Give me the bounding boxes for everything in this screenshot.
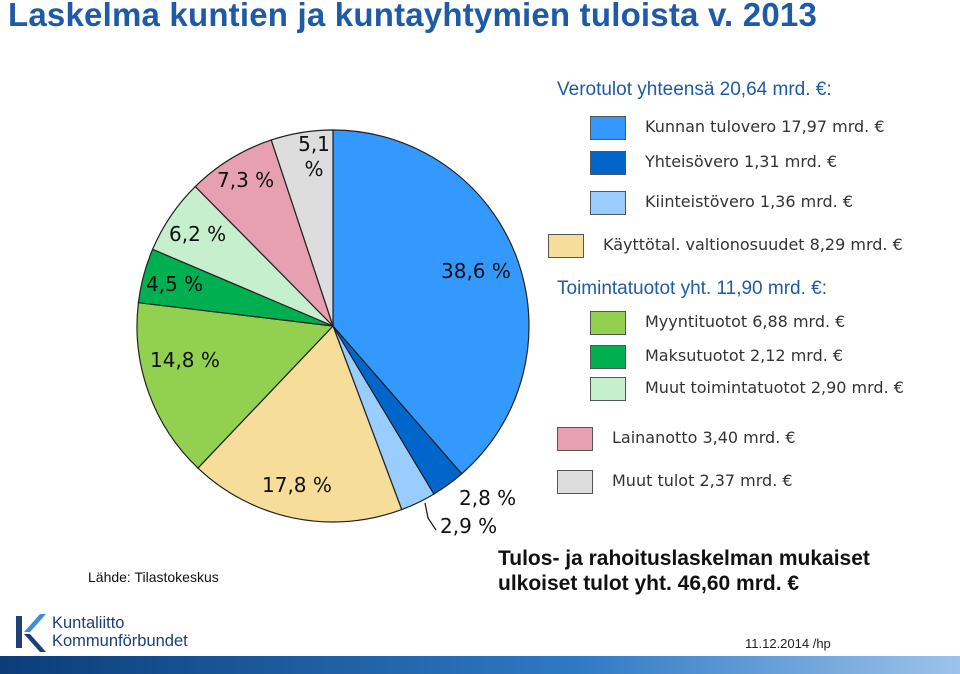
data-label-3: 17,8 % (262, 473, 332, 497)
data-label-8: 5,1% (298, 132, 330, 181)
source-note: Lähde: Tilastokeskus (88, 569, 219, 585)
footer-bar (0, 656, 960, 674)
pie-slice-3 (197, 324, 403, 523)
logo-line-2: Kommunförbundet (52, 632, 188, 650)
data-label-7: 7,3 % (217, 168, 274, 192)
data-label-6: 6,2 % (169, 222, 226, 246)
pie-slice-4 (136, 301, 335, 469)
data-label-2: 2,9 % (440, 514, 497, 538)
logo-line-1: Kuntaliitto (52, 614, 125, 632)
date-stamp: 11.12.2014 /hp (745, 636, 831, 651)
kuntaliitto-logo: Kuntaliitto Kommunförbundet (12, 610, 212, 656)
data-label-4: 14,8 % (150, 348, 220, 372)
leader-line-2-9 (424, 502, 437, 531)
data-label-1: 2,8 % (459, 486, 516, 510)
summary-line-2: ulkoiset tulot yht. 46,60 mrd. € (498, 572, 800, 595)
page-title: Laskelma kuntien ja kuntayhtymien tulois… (8, 0, 818, 33)
summary-text: Tulos- ja rahoituslaskelman mukaiset ulk… (498, 546, 870, 596)
kuntaliitto-logo-icon (16, 614, 46, 652)
summary-line-1: Tulos- ja rahoituslaskelman mukaiset (498, 547, 870, 570)
data-label-5: 4,5 % (146, 272, 203, 296)
pie-slice-0 (332, 129, 530, 475)
pie-slice-8 (270, 129, 334, 327)
data-label-0: 38,6 % (441, 259, 511, 283)
